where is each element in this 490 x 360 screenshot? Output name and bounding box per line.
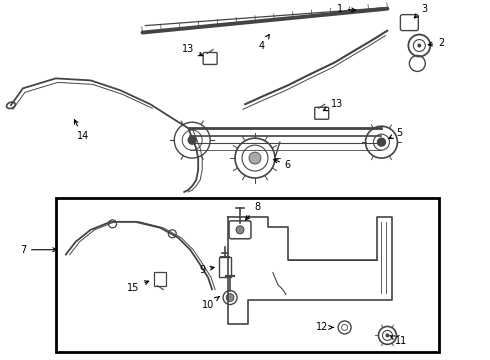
Text: 3: 3 <box>415 4 427 18</box>
Circle shape <box>188 136 196 144</box>
Text: 14: 14 <box>74 120 89 141</box>
Text: 8: 8 <box>245 202 260 220</box>
Text: 6: 6 <box>273 159 291 170</box>
Bar <box>56 198 439 352</box>
Circle shape <box>236 226 244 234</box>
Text: 7: 7 <box>20 245 57 255</box>
Circle shape <box>386 333 390 337</box>
Circle shape <box>377 138 386 146</box>
Text: 10: 10 <box>202 297 220 310</box>
Text: 2: 2 <box>428 37 444 48</box>
Text: 13: 13 <box>182 44 202 56</box>
Circle shape <box>249 152 261 164</box>
Circle shape <box>417 44 421 48</box>
Text: 15: 15 <box>127 281 148 293</box>
Text: 5: 5 <box>389 128 402 138</box>
Bar <box>219 257 231 276</box>
Text: 9: 9 <box>199 265 214 275</box>
Circle shape <box>226 293 234 302</box>
Text: 12: 12 <box>316 323 334 332</box>
Bar <box>154 272 166 285</box>
Text: 13: 13 <box>323 99 343 111</box>
Text: 1: 1 <box>337 4 356 14</box>
Text: 4: 4 <box>259 35 269 50</box>
Text: 11: 11 <box>390 336 408 346</box>
